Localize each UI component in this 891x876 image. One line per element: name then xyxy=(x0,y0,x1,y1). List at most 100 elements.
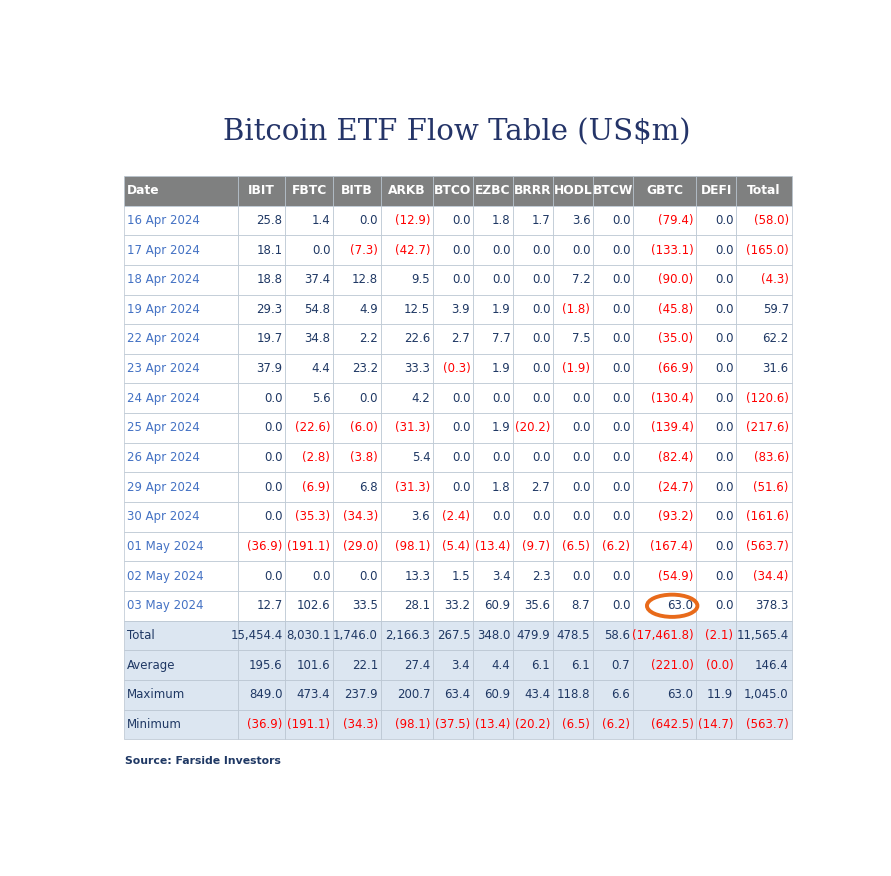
Bar xyxy=(696,294,736,324)
Text: 11.9: 11.9 xyxy=(707,689,733,701)
Text: (98.1): (98.1) xyxy=(395,717,430,731)
Bar xyxy=(285,442,333,472)
Text: 02 May 2024: 02 May 2024 xyxy=(127,569,204,583)
Bar xyxy=(238,650,285,680)
Bar xyxy=(593,562,634,591)
Text: 0.0: 0.0 xyxy=(612,511,630,523)
Text: 0.0: 0.0 xyxy=(715,421,733,434)
Text: 0.0: 0.0 xyxy=(264,392,282,405)
Text: 30 Apr 2024: 30 Apr 2024 xyxy=(127,511,200,523)
Bar xyxy=(238,265,285,294)
Bar xyxy=(285,236,333,265)
Bar xyxy=(593,294,634,324)
Bar xyxy=(553,472,593,502)
Bar xyxy=(473,354,513,384)
Text: 03 May 2024: 03 May 2024 xyxy=(127,599,204,612)
Text: 0.0: 0.0 xyxy=(715,244,733,257)
Text: 237.9: 237.9 xyxy=(344,689,378,701)
Text: (167.4): (167.4) xyxy=(650,540,693,553)
Text: 0.0: 0.0 xyxy=(612,303,630,316)
Bar xyxy=(380,472,433,502)
Text: (6.9): (6.9) xyxy=(302,481,331,494)
Bar xyxy=(553,650,593,680)
Bar xyxy=(285,680,333,710)
Text: Total: Total xyxy=(747,184,781,197)
Bar xyxy=(696,384,736,413)
Bar xyxy=(124,650,238,680)
Bar xyxy=(736,502,791,532)
Bar xyxy=(380,206,433,236)
Bar xyxy=(433,472,473,502)
Text: 0.0: 0.0 xyxy=(715,599,733,612)
Bar xyxy=(553,502,593,532)
Text: 0.0: 0.0 xyxy=(264,481,282,494)
Text: (0.0): (0.0) xyxy=(706,659,733,672)
Bar xyxy=(736,413,791,442)
Bar xyxy=(238,620,285,650)
Text: ARKB: ARKB xyxy=(388,184,426,197)
Bar xyxy=(696,562,736,591)
Bar xyxy=(634,620,696,650)
Text: 0.0: 0.0 xyxy=(715,451,733,464)
Text: 31.6: 31.6 xyxy=(763,362,789,375)
Text: (5.4): (5.4) xyxy=(443,540,470,553)
Text: (22.6): (22.6) xyxy=(295,421,331,434)
Bar xyxy=(634,206,696,236)
Bar xyxy=(333,620,380,650)
Text: 4.2: 4.2 xyxy=(412,392,430,405)
Text: BRRR: BRRR xyxy=(514,184,552,197)
Text: Average: Average xyxy=(127,659,176,672)
Text: 1.9: 1.9 xyxy=(492,303,511,316)
Bar xyxy=(736,472,791,502)
Bar xyxy=(124,176,238,206)
Bar xyxy=(238,384,285,413)
Text: 1.9: 1.9 xyxy=(492,362,511,375)
Bar xyxy=(285,591,333,620)
Text: 16 Apr 2024: 16 Apr 2024 xyxy=(127,214,200,227)
Bar xyxy=(593,650,634,680)
Text: 3.4: 3.4 xyxy=(452,659,470,672)
Bar xyxy=(634,591,696,620)
Bar xyxy=(124,236,238,265)
Text: (642.5): (642.5) xyxy=(650,717,693,731)
Text: 2.2: 2.2 xyxy=(359,333,378,345)
Text: (58.0): (58.0) xyxy=(754,214,789,227)
Text: 3.6: 3.6 xyxy=(572,214,591,227)
Text: 17 Apr 2024: 17 Apr 2024 xyxy=(127,244,200,257)
Text: 23 Apr 2024: 23 Apr 2024 xyxy=(127,362,200,375)
Text: 0.0: 0.0 xyxy=(612,599,630,612)
Bar xyxy=(238,442,285,472)
Text: 0.0: 0.0 xyxy=(612,362,630,375)
Bar xyxy=(736,710,791,739)
Text: 7.5: 7.5 xyxy=(572,333,591,345)
Text: 0.0: 0.0 xyxy=(715,303,733,316)
Bar xyxy=(593,236,634,265)
Bar xyxy=(513,413,553,442)
Text: (13.4): (13.4) xyxy=(475,540,511,553)
Bar xyxy=(238,176,285,206)
Text: 11,565.4: 11,565.4 xyxy=(737,629,789,642)
Text: 3.6: 3.6 xyxy=(412,511,430,523)
Bar xyxy=(238,324,285,354)
Text: (34.3): (34.3) xyxy=(343,717,378,731)
Text: 0.0: 0.0 xyxy=(715,569,733,583)
Bar xyxy=(380,562,433,591)
Text: Maximum: Maximum xyxy=(127,689,185,701)
Text: Source: Farside Investors: Source: Farside Investors xyxy=(125,756,281,766)
Text: 0.0: 0.0 xyxy=(452,421,470,434)
Bar xyxy=(380,294,433,324)
Text: (191.1): (191.1) xyxy=(287,540,331,553)
Text: 33.3: 33.3 xyxy=(405,362,430,375)
Text: 62.2: 62.2 xyxy=(763,333,789,345)
Bar xyxy=(553,324,593,354)
Bar xyxy=(124,354,238,384)
Bar xyxy=(696,442,736,472)
Text: 0.0: 0.0 xyxy=(572,569,591,583)
Text: 63.0: 63.0 xyxy=(667,689,693,701)
Bar xyxy=(473,176,513,206)
Bar xyxy=(553,620,593,650)
Bar xyxy=(333,442,380,472)
Bar xyxy=(634,176,696,206)
Text: 6.1: 6.1 xyxy=(571,659,591,672)
Text: 0.0: 0.0 xyxy=(612,392,630,405)
